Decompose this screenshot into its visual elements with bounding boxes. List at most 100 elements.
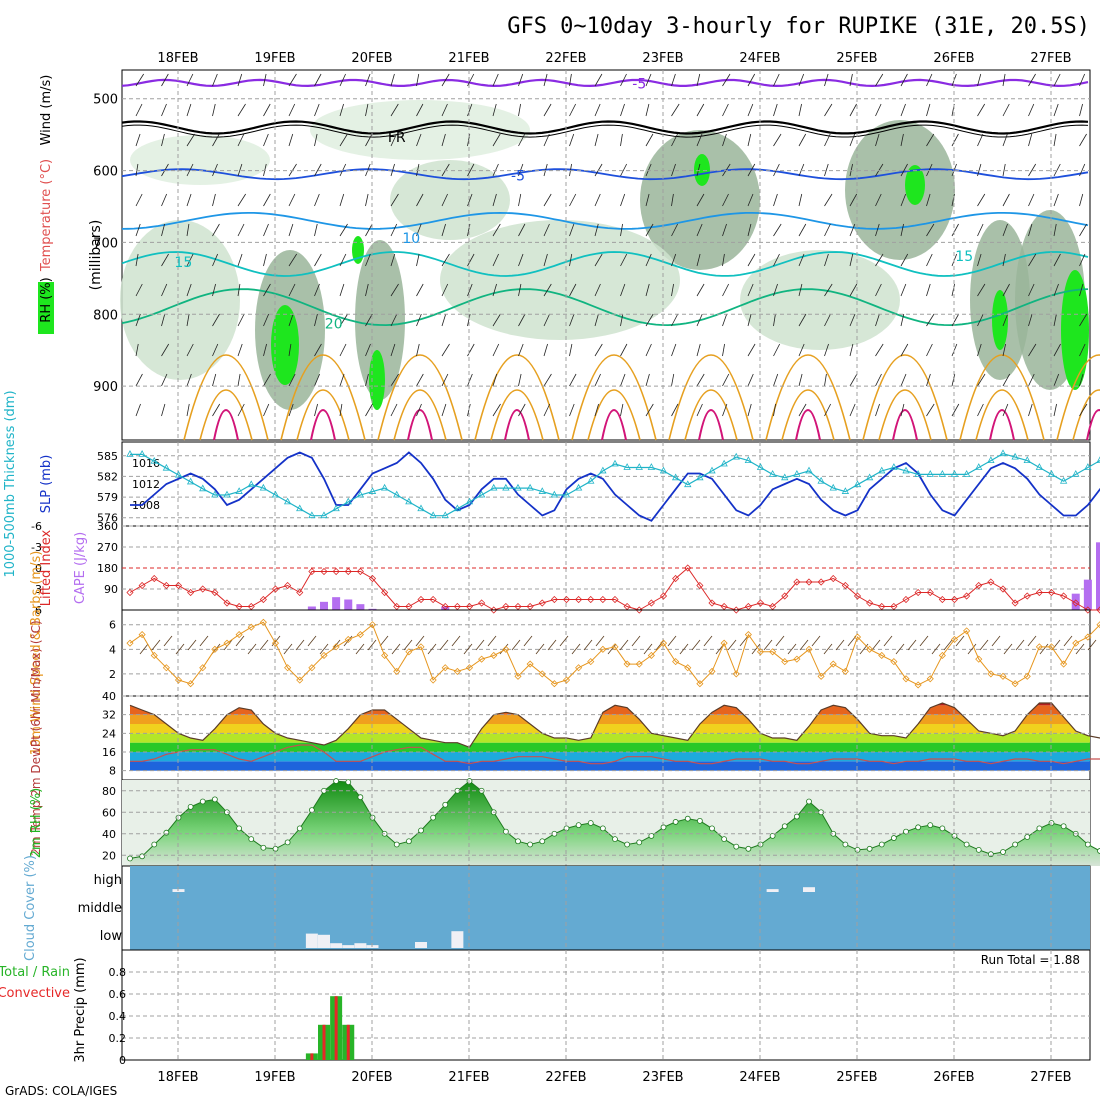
cloud-low-bar: [354, 943, 367, 948]
wind-barb: [263, 253, 267, 267]
wind-barb: [594, 313, 599, 327]
wind-barb: [135, 103, 143, 117]
x-top-label-26FEB: 26FEB: [933, 51, 974, 66]
wind-barb: [263, 133, 269, 147]
wind-barb: [1027, 635, 1037, 647]
wind-speed-marker: [478, 655, 486, 663]
wind-barb: [747, 343, 756, 357]
x-top-label-19FEB: 19FEB: [254, 51, 295, 66]
precip-panel-frame: [121, 949, 1091, 1061]
wind-barb: [1015, 639, 1025, 651]
wind-barb: [467, 223, 471, 237]
wind-barb: [798, 343, 805, 357]
wind-barb: [1028, 163, 1037, 177]
wind-barb: [569, 73, 572, 87]
wind-barb: [900, 253, 909, 267]
wind-barb: [365, 163, 371, 177]
wind-barb: [926, 163, 933, 177]
wind-barb: [875, 253, 884, 267]
wind-barb: [926, 223, 935, 237]
pressure-tick-800: 800: [93, 308, 118, 323]
wind-barb: [543, 403, 551, 417]
thickness-marker: [720, 459, 728, 467]
wind-speed-marker: [599, 645, 607, 653]
wind-barb: [951, 373, 956, 387]
wind-tick-2: 2: [109, 668, 116, 681]
wind-speed-marker: [829, 660, 837, 668]
wind-barb: [365, 103, 369, 117]
wind-barb: [696, 133, 703, 147]
wind-barb: [620, 313, 624, 327]
wind-barb: [849, 193, 858, 207]
wind-barb: [365, 283, 369, 297]
wind-speed-marker: [890, 658, 898, 666]
lifted-index-marker: [708, 599, 716, 607]
wind-speed-marker: [381, 651, 389, 660]
wind-barb: [390, 223, 398, 237]
wind-barb: [773, 193, 778, 207]
contour-25-arc-3: [474, 354, 560, 441]
cloud-background: [130, 866, 1090, 950]
rh-marker: [430, 814, 437, 821]
wind-barb: [798, 73, 805, 87]
wind-barb: [263, 163, 267, 177]
panels: 500600700800900-5-5FRFR-5-51010101515152…: [0, 69, 1100, 1067]
wind-barb: [655, 639, 665, 651]
wind-barb: [467, 103, 473, 117]
wind-barb: [620, 133, 623, 147]
wind-barb: [339, 313, 348, 327]
rh-marker: [405, 838, 412, 845]
wind-barb: [1079, 253, 1086, 267]
wind-barb: [339, 373, 345, 387]
thickness-marker: [162, 463, 171, 471]
wind-barb: [186, 103, 192, 117]
wind-barb: [900, 403, 905, 417]
x-bottom-label-25FEB: 25FEB: [836, 1070, 877, 1085]
wind-barb: [367, 639, 377, 651]
wind-barb: [1087, 639, 1097, 651]
lifted-index-marker: [1023, 592, 1031, 600]
wind-barb: [875, 73, 884, 87]
wind-barb: [212, 73, 218, 87]
wind-speed-marker: [550, 680, 558, 688]
wind-barb: [212, 193, 216, 207]
rh-marker: [721, 836, 728, 843]
cape-bar: [332, 597, 341, 610]
lifted-index-marker: [368, 574, 377, 583]
wind-speed-marker: [950, 635, 959, 644]
wind-barb: [403, 639, 413, 651]
thickness-marker: [441, 511, 449, 519]
lifted-index-marker: [138, 581, 146, 590]
cross-section-legend: [38, 282, 54, 334]
wind-barb: [161, 373, 168, 387]
wind-barb: [314, 343, 322, 357]
wind-barb: [365, 343, 371, 357]
rh-region-2: [640, 130, 760, 270]
wind-barb: [390, 133, 397, 147]
wind-barb: [441, 403, 447, 417]
x-bottom-label-18FEB: 18FEB: [157, 1070, 198, 1085]
wind-barb: [314, 163, 322, 177]
wind-barb: [773, 163, 780, 177]
wind-barb: [518, 343, 524, 357]
wind-barb: [1028, 103, 1035, 117]
precip-panel: 0.8 0.6 0.4 0.2 0 Run Total = 1.88 Total / Rai…: [0, 949, 1091, 1067]
wind-barb: [339, 103, 344, 117]
wind-barb: [900, 163, 908, 177]
wind-barb: [751, 643, 761, 655]
precip-legend-total: Total / Rain: [0, 965, 70, 980]
temperature-tick-16: 16: [102, 746, 116, 759]
cape-bar: [368, 608, 377, 610]
wind-barb: [186, 403, 190, 417]
lifted-index-marker: [963, 592, 971, 600]
wind-speed-marker: [1096, 621, 1100, 629]
legend-temperature: Temperature (°C): [39, 159, 54, 272]
thickness-marker: [514, 483, 522, 491]
thickness-axis-label: 1000-500mb Thickness (dm): [3, 390, 18, 577]
lifted-index-marker: [987, 578, 995, 586]
wind-barb: [1053, 373, 1060, 387]
contour-30-arc-3: [490, 389, 544, 441]
rh-marker: [975, 846, 982, 853]
thickness-marker: [926, 470, 934, 477]
